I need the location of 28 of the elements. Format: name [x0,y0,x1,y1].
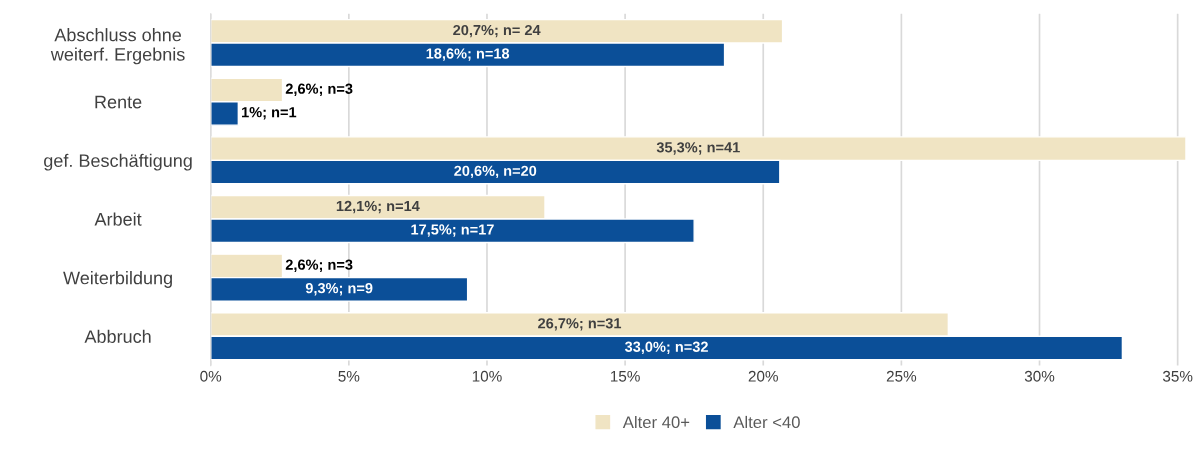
legend-label: Alter 40+ [622,415,690,429]
x-tick-label: 0% [200,370,222,382]
y-tick-label: gef. Beschäftigung [44,153,192,171]
data-label: 33,0%; n=32 [624,341,708,355]
data-label: 2,6%; n=3 [285,83,353,96]
data-label: 17,5%; n=17 [411,224,494,237]
x-tick-label: 5% [338,370,360,382]
x-tick-label: 15% [610,370,640,382]
y-tick-label: Rente [95,95,142,109]
data-label: 26,7%; n=31 [538,318,622,331]
y-tick-label: Abschluss ohne weiterf. Ergebnis [50,28,185,65]
x-tick-label: 35% [1162,370,1193,382]
legend-label: Alter <40 [733,415,800,429]
data-label: 20,6%, n=20 [454,165,537,179]
data-label: 12,1%; n=14 [336,200,420,214]
x-tick-label: 25% [886,370,917,382]
x-tick-label: 20% [748,370,778,382]
data-label: 1%; n=1 [242,107,297,120]
data-label: 20,7%; n= 24 [453,24,541,38]
x-tick-label: 10% [472,370,502,382]
y-tick-label: Abbruch [84,329,151,343]
data-label: 35,3%; n=41 [656,142,740,155]
y-tick-label: Arbeit [94,212,142,226]
y-tick-label: Weiterbildung [63,271,172,288]
x-tick-label: 30% [1024,370,1055,382]
data-label: 2,6%; n=3 [285,259,353,272]
data-label: 18,6%; n=18 [426,48,510,61]
data-label: 9,3%; n=9 [305,282,373,296]
